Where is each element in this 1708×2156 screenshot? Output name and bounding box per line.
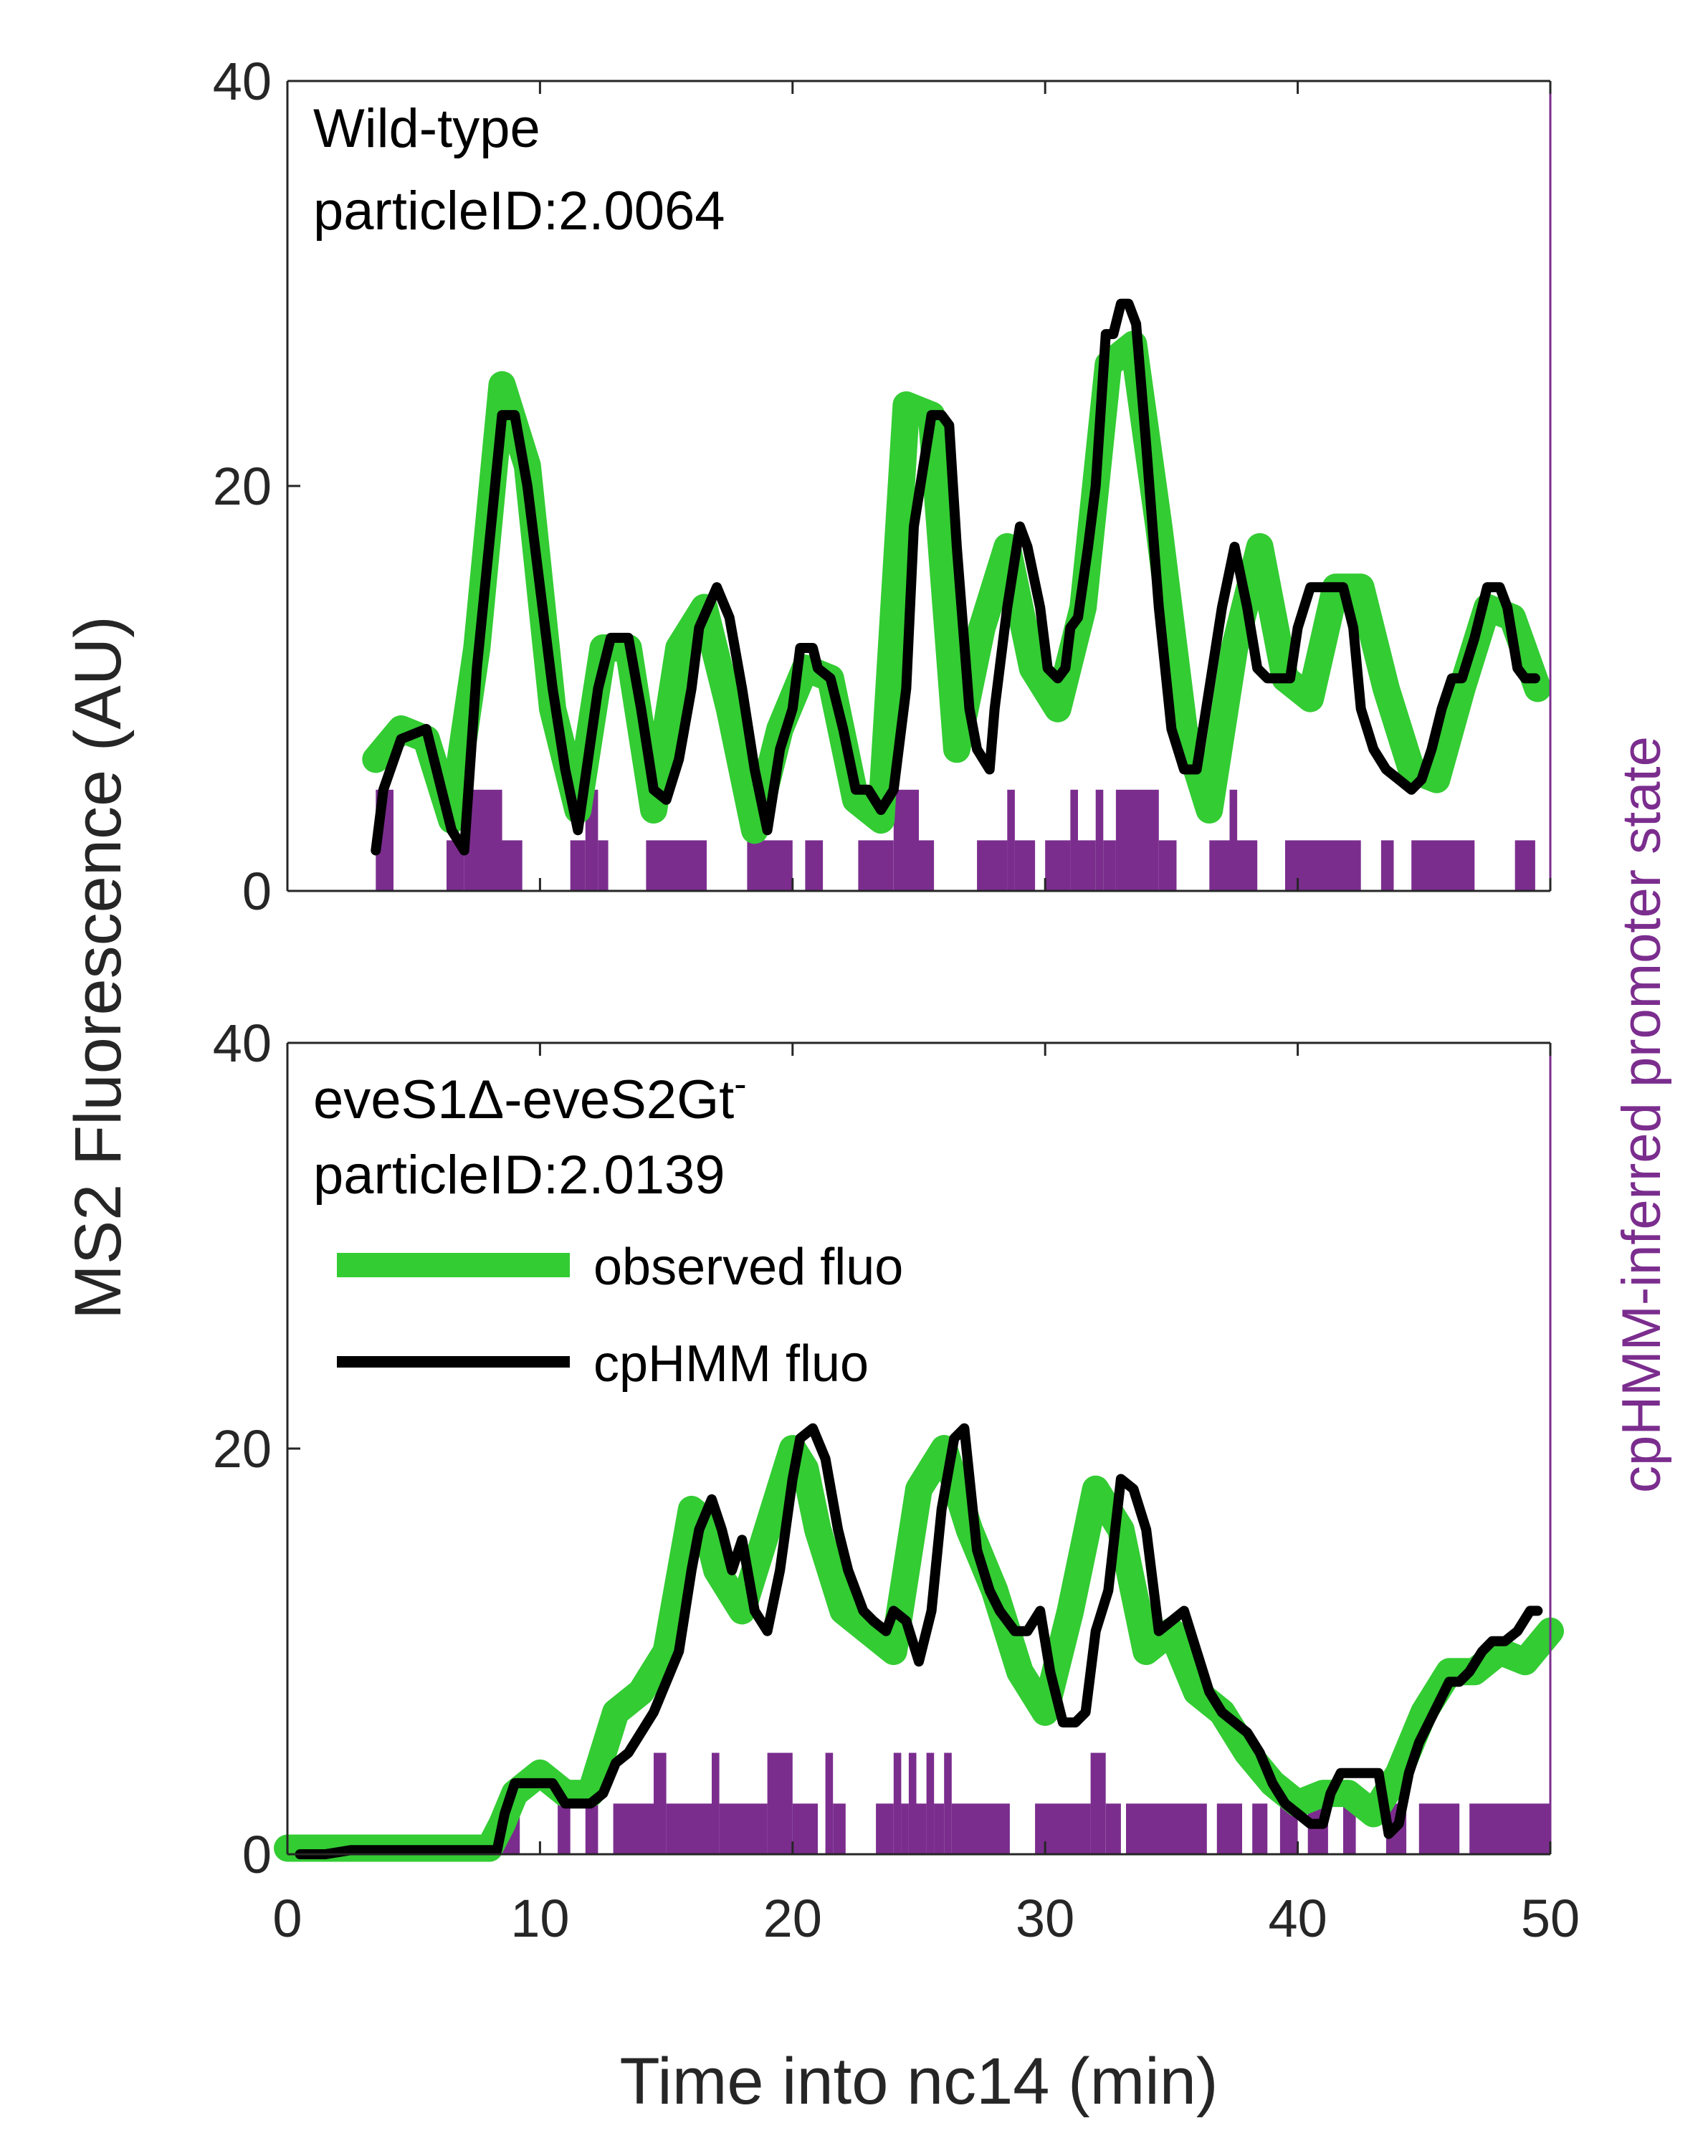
legend-label-observed: observed fluo: [593, 1239, 903, 1296]
axes: [286, 1041, 1552, 1856]
promoter-state-bar-4: [570, 840, 586, 891]
promoter-state-bar-17: [1070, 789, 1078, 892]
promoter-state-bar-16: [1045, 840, 1071, 891]
promoter-state-bar-6: [712, 1752, 720, 1854]
panel-label-genotype: eveS1Δ-eveS2Gt-: [313, 1064, 747, 1130]
promoter-state-bar-8: [767, 1752, 793, 1854]
y-tick-label: 0: [242, 1825, 272, 1884]
promoter-state-bar-1: [558, 1803, 571, 1855]
promoter-state-bars: [502, 1752, 1550, 1855]
promoter-state-bar-9: [792, 1803, 818, 1855]
x-tick-label: 40: [1268, 1889, 1327, 1948]
promoter-state-bar-20: [1103, 840, 1116, 891]
promoter-state-bar-31: [1418, 1803, 1460, 1855]
y-tick-label: 40: [213, 1013, 272, 1073]
promoter-state-bar-25: [1216, 1803, 1242, 1855]
promoter-state-bar-26: [1285, 840, 1361, 891]
genotype-superscript: -: [734, 1064, 746, 1105]
x-tick-label: 0: [272, 1889, 302, 1948]
tick-labels: 0 20 40: [213, 52, 272, 921]
promoter-state-bar-18: [934, 1803, 945, 1855]
promoter-state-bars: [376, 789, 1535, 892]
promoter-state-bar-12: [919, 840, 935, 891]
promoter-state-bar-10: [858, 840, 894, 891]
y-tick-label: 40: [213, 52, 272, 111]
x-tick-label: 50: [1521, 1889, 1580, 1948]
axes: [286, 80, 1552, 892]
plot-area: [287, 1043, 1550, 1854]
promoter-state-bar-14: [901, 1803, 909, 1855]
promoter-state-bar-32: [1469, 1803, 1550, 1855]
promoter-state-bar-3: [613, 1803, 654, 1855]
promoter-state-bar-22: [1158, 840, 1177, 891]
x-tick-label: 10: [510, 1889, 569, 1948]
promoter-state-bar-25: [1237, 840, 1258, 891]
promoter-state-bar-14: [1007, 789, 1015, 892]
promoter-state-bar-6: [598, 840, 609, 891]
promoter-state-bar-28: [1411, 840, 1475, 891]
y-tick-label: 0: [242, 862, 272, 921]
promoter-state-bar-2: [585, 1803, 598, 1855]
promoter-state-bar-29: [1343, 1803, 1356, 1855]
promoter-state-bar-22: [1090, 1752, 1106, 1854]
panel-label-genotype: Wild-type: [313, 98, 540, 159]
promoter-state-bar-8: [747, 840, 793, 891]
panel-label-particle-id: particleID:2.0064: [313, 181, 725, 242]
promoter-state-bar-16: [916, 1803, 927, 1855]
y-tick-label: 20: [213, 457, 272, 516]
promoter-state-bar-13: [893, 1752, 902, 1854]
promoter-state-bar-27: [1380, 840, 1394, 891]
cphmm-fluo-line: [371, 298, 1540, 856]
x-tick-label: 20: [763, 1889, 822, 1948]
promoter-state-bar-23: [1105, 1803, 1121, 1855]
promoter-state-bar-11: [833, 1803, 846, 1855]
y-axis-title: MS2 Fluorescence (AU): [62, 616, 135, 1320]
legend: observed fluo cpHMM fluo: [337, 1239, 903, 1393]
x-tick-label: 30: [1016, 1889, 1074, 1948]
x-axis-title: Time into nc14 (min): [619, 2045, 1218, 2118]
promoter-state-bar-5: [666, 1803, 712, 1855]
promoter-state-bar-7: [646, 840, 707, 891]
promoter-state-bar-18: [1078, 840, 1096, 891]
promoter-state-bar-15: [908, 1752, 917, 1854]
panel-label-particle-id: particleID:2.0139: [313, 1145, 725, 1206]
promoter-state-bar-19: [1095, 789, 1104, 892]
promoter-state-bar-7: [719, 1803, 768, 1855]
promoter-state-bar-24: [1126, 1803, 1207, 1855]
tick-labels: 0 10 20 30 40 50 0 20 40: [213, 1013, 1580, 1948]
promoter-state-bar-26: [1252, 1803, 1268, 1855]
legend-label-cphmm: cpHMM fluo: [593, 1335, 869, 1393]
promoter-state-bar-15: [1014, 840, 1036, 891]
series-lines: [274, 1423, 1564, 1862]
promoter-state-bar-11: [893, 789, 919, 892]
promoter-state-bar-24: [1229, 789, 1238, 892]
promoter-state-bar-21: [1115, 789, 1159, 892]
y-tick-label: 20: [213, 1419, 272, 1479]
panel-eve-mutant: 0 10 20 30 40 50 0 20 40 eveS1Δ-eveS2Gt- particl…: [213, 1013, 1580, 1948]
promoter-state-bar-9: [805, 840, 824, 891]
promoter-state-bar-10: [825, 1752, 834, 1854]
promoter-state-bar-21: [1035, 1803, 1091, 1855]
promoter-state-bar-23: [1209, 840, 1230, 891]
promoter-state-bar-3: [502, 840, 523, 891]
genotype-text: eveS1Δ-eveS2Gt: [313, 1069, 734, 1130]
promoter-state-bar-17: [926, 1752, 935, 1854]
right-y-axis-title: cpHMM-inferred promoter state: [1611, 736, 1672, 1493]
cphmm-fluo-line: [295, 1423, 1543, 1859]
promoter-state-bar-29: [1514, 840, 1535, 891]
promoter-state-bar-12: [876, 1803, 894, 1855]
series-lines: [362, 298, 1552, 856]
panel-wild-type: 0 20 40 Wild-type particleID:2.0064: [213, 52, 1552, 921]
promoter-state-bar-4: [654, 1752, 667, 1854]
promoter-state-bar-20: [951, 1803, 1010, 1855]
promoter-state-bar-19: [944, 1752, 952, 1854]
promoter-state-bar-13: [977, 840, 1008, 891]
